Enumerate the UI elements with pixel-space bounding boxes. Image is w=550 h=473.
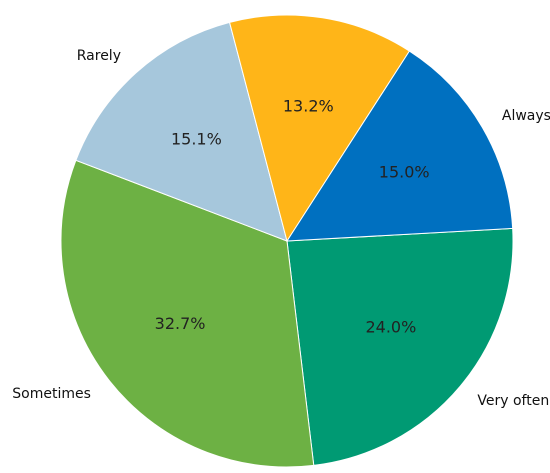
slice-never <box>228 14 411 243</box>
slice-sometimes <box>60 159 315 468</box>
slice-very-often <box>286 227 514 466</box>
category-label-never: Never <box>326 0 368 4</box>
pct-label-very-often: 24.0% <box>365 318 416 337</box>
category-label-very-often: Very often <box>477 393 549 409</box>
pct-label-never: 13.2% <box>283 97 334 116</box>
percentage-labels: 24.0% 32.7% 15.1% 13.2% 15.0% <box>155 97 430 337</box>
pie-slices <box>60 14 514 468</box>
category-label-sometimes: Sometimes <box>12 386 91 402</box>
category-labels: Very often Sometimes Rarely Never Always <box>12 0 550 409</box>
category-label-always: Always <box>502 108 550 124</box>
slice-always <box>286 50 514 242</box>
pct-label-rarely: 15.1% <box>171 130 222 149</box>
pct-label-always: 15.0% <box>379 162 430 181</box>
pct-label-sometimes: 32.7% <box>155 314 206 333</box>
slice-rarely <box>75 21 288 242</box>
category-label-rarely: Rarely <box>77 48 121 64</box>
